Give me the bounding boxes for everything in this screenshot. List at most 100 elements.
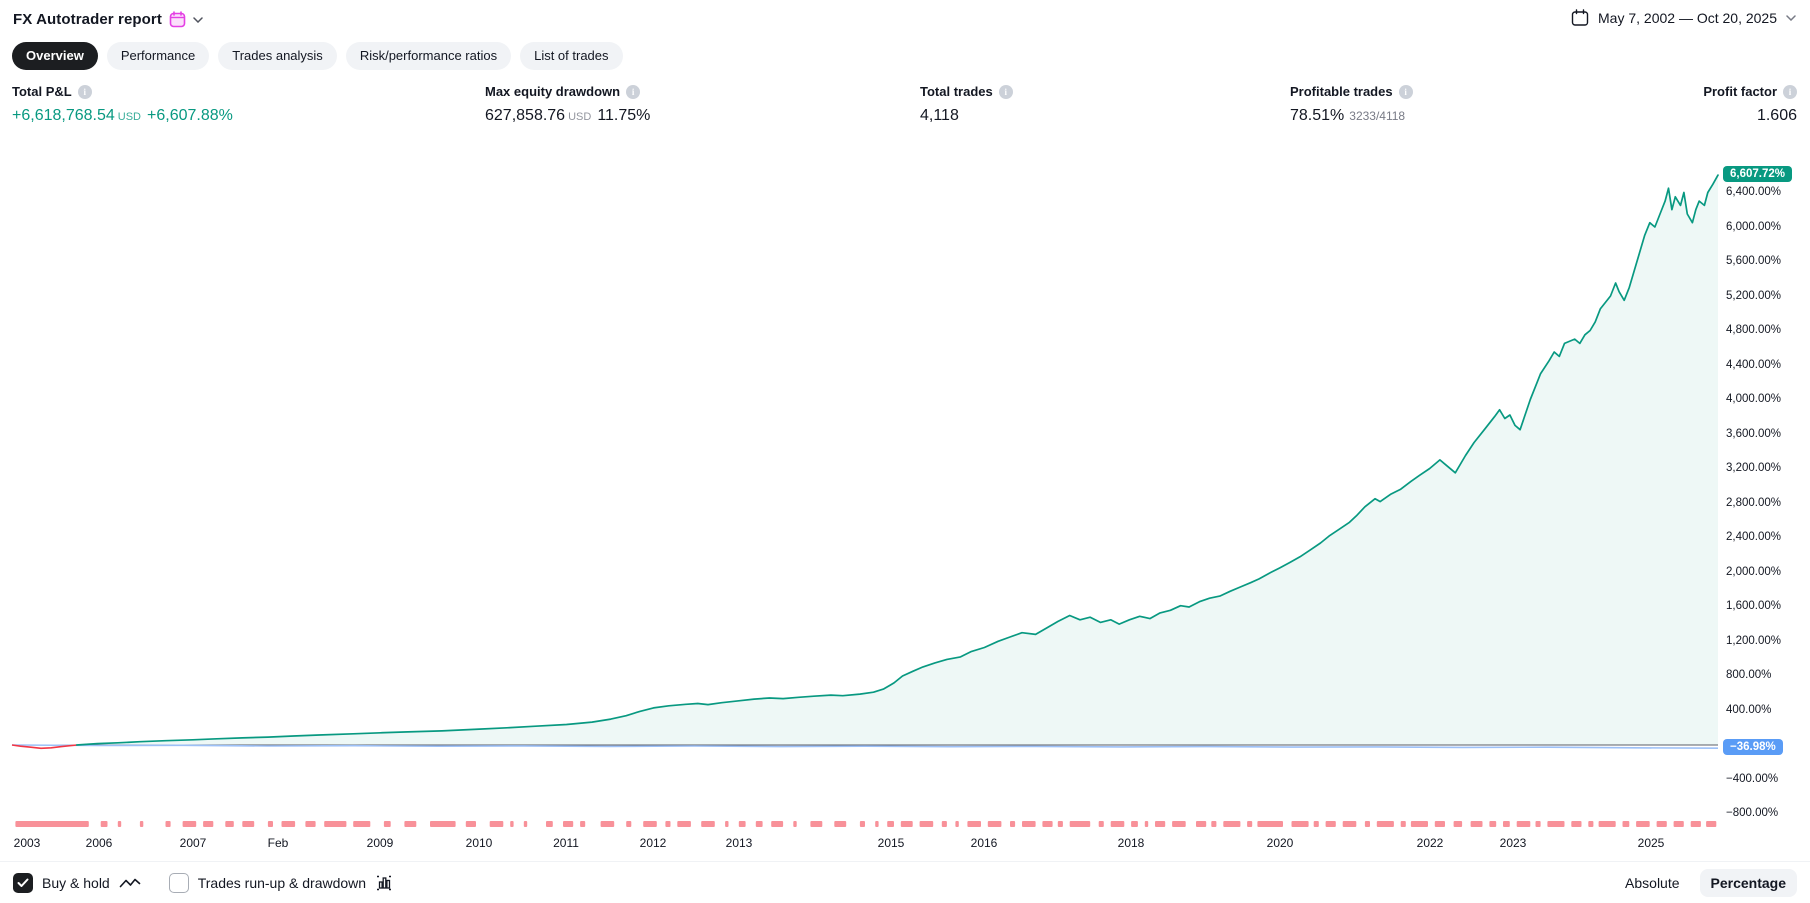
drawdown-mark xyxy=(1535,821,1541,827)
y-axis-label: −400.00% xyxy=(1726,773,1779,785)
drawdown-mark xyxy=(875,821,879,827)
drawdown-mark xyxy=(626,821,632,827)
x-axis-label: 2018 xyxy=(1117,836,1145,850)
title-chevron-down-icon[interactable] xyxy=(193,16,203,23)
line-chart-icon xyxy=(119,876,141,890)
drawdown-mark xyxy=(15,821,89,827)
drawdown-mark xyxy=(1470,821,1483,827)
trades-runup-drawdown-toggle[interactable]: Trades run-up & drawdown xyxy=(168,872,393,893)
drawdown-mark xyxy=(1706,821,1717,827)
drawdown-mark xyxy=(182,821,197,827)
percentage-scale-button[interactable]: Percentage xyxy=(1699,868,1797,897)
drawdown-mark xyxy=(1503,821,1510,827)
drawdown-mark xyxy=(1516,821,1531,827)
buy-hold-checkbox[interactable] xyxy=(13,872,33,893)
y-axis-label: 800.00% xyxy=(1726,669,1772,681)
drawdown-mark xyxy=(139,821,144,827)
drawdown-mark xyxy=(771,821,784,827)
info-icon[interactable]: i xyxy=(1783,84,1797,99)
drawdown-mark xyxy=(242,821,255,827)
drawdown-mark xyxy=(580,821,586,827)
drawdown-mark xyxy=(941,821,947,827)
bar-chart-icon xyxy=(375,875,393,891)
drawdown-mark xyxy=(665,821,671,827)
date-chevron-down-icon xyxy=(1786,15,1796,21)
trades-runup-checkbox[interactable] xyxy=(168,872,189,893)
y-axis-label: 1,600.00% xyxy=(1726,600,1781,612)
y-axis-label: 400.00% xyxy=(1726,704,1772,716)
drawdown-mark xyxy=(919,821,934,827)
x-axis-label: 2016 xyxy=(970,836,998,850)
x-axis-label: 2023 xyxy=(1499,836,1527,850)
drawdown-mark xyxy=(267,821,273,827)
tab-trades-analysis[interactable]: Trades analysis xyxy=(218,42,337,70)
x-axis-label: 2012 xyxy=(639,836,667,850)
drawdown-mark xyxy=(523,821,528,827)
date-range-picker[interactable]: May 7, 2002 — Oct 20, 2025 xyxy=(1571,9,1796,27)
drawdown-mark xyxy=(404,821,417,827)
equity-area-fill xyxy=(76,175,1718,746)
drawdown-mark xyxy=(701,821,715,827)
x-axis-label: 2009 xyxy=(366,836,394,850)
tab-risk-performance-ratios[interactable]: Risk/performance ratios xyxy=(345,42,512,70)
drawdown-mark xyxy=(1673,821,1684,827)
y-axis-label: 2,000.00% xyxy=(1726,566,1781,578)
info-icon[interactable]: i xyxy=(77,84,92,99)
info-icon[interactable]: i xyxy=(998,84,1013,99)
drawdown-mark xyxy=(353,821,371,827)
x-axis-label: 2011 xyxy=(553,836,579,850)
drawdown-mark xyxy=(1098,821,1104,827)
x-axis-label: 2013 xyxy=(725,836,753,850)
drawdown-mark xyxy=(1069,821,1091,827)
y-axis-label: 5,600.00% xyxy=(1726,255,1781,267)
stat-main-value: 627,858.76 xyxy=(485,107,566,124)
drawdown-mark xyxy=(1022,821,1036,827)
stat-secondary-value: 3233/4118 xyxy=(1349,109,1406,123)
drawdown-mark xyxy=(1247,821,1253,827)
chart-footer-bar: Buy & hold Trades run-up & drawdown xyxy=(0,861,1810,903)
stat-label: Profitable trades xyxy=(1290,84,1393,99)
drawdown-mark xyxy=(1010,821,1016,827)
buy_hold-value-badge: −36.98% xyxy=(1723,739,1783,755)
equity-line-negative-segment xyxy=(11,744,77,750)
drawdown-mark xyxy=(987,821,1002,827)
x-axis-label: 2015 xyxy=(877,836,905,850)
tab-overview[interactable]: Overview xyxy=(12,42,98,70)
stat-profitable-trades: Profitable trades i 78.51% 3233/4118 xyxy=(1290,84,1413,125)
info-icon[interactable]: i xyxy=(626,84,641,99)
y-axis-label: 3,600.00% xyxy=(1726,428,1781,440)
buy-hold-toggle[interactable]: Buy & hold xyxy=(13,872,141,893)
equity-value-badge: 6,607.72% xyxy=(1723,166,1792,182)
drawdown-mark xyxy=(1057,821,1063,827)
stat-unit: USD xyxy=(568,111,592,123)
stat-main-value: 1.606 xyxy=(1756,107,1797,124)
drawdown-mark xyxy=(1489,821,1497,827)
buy-hold-line xyxy=(11,744,1719,749)
drawdown-mark xyxy=(430,821,456,827)
info-icon[interactable]: i xyxy=(1398,84,1413,99)
drawdown-mark xyxy=(755,821,763,827)
drawdown-mark xyxy=(225,821,234,827)
drawdown-mark xyxy=(1172,821,1186,827)
x-axis-label: 2022 xyxy=(1416,836,1444,850)
page-title: FX Autotrader report xyxy=(13,11,162,28)
tab-performance[interactable]: Performance xyxy=(106,42,210,70)
drawdown-mark xyxy=(1211,821,1217,827)
drawdown-mark xyxy=(677,821,691,827)
drawdown-mark xyxy=(117,821,122,827)
y-axis-label: 6,400.00% xyxy=(1726,186,1781,198)
drawdown-mark xyxy=(1571,821,1582,827)
tab-list-of-trades[interactable]: List of trades xyxy=(520,42,623,70)
drawdown-mark xyxy=(1196,821,1207,827)
drawdown-mark xyxy=(1598,821,1616,827)
drawdown-mark xyxy=(281,821,296,827)
absolute-scale-button[interactable]: Absolute xyxy=(1625,874,1680,891)
x-axis-label: 2006 xyxy=(85,836,113,850)
x-axis-label: 2003 xyxy=(13,836,41,850)
x-axis-label: 2020 xyxy=(1266,836,1294,850)
drawdown-mark xyxy=(165,821,171,827)
y-axis-label: 5,200.00% xyxy=(1726,290,1781,302)
y-axis-label: 4,000.00% xyxy=(1726,393,1781,405)
stat-profit-factor: Profit factor i 1.606 xyxy=(1703,84,1797,125)
